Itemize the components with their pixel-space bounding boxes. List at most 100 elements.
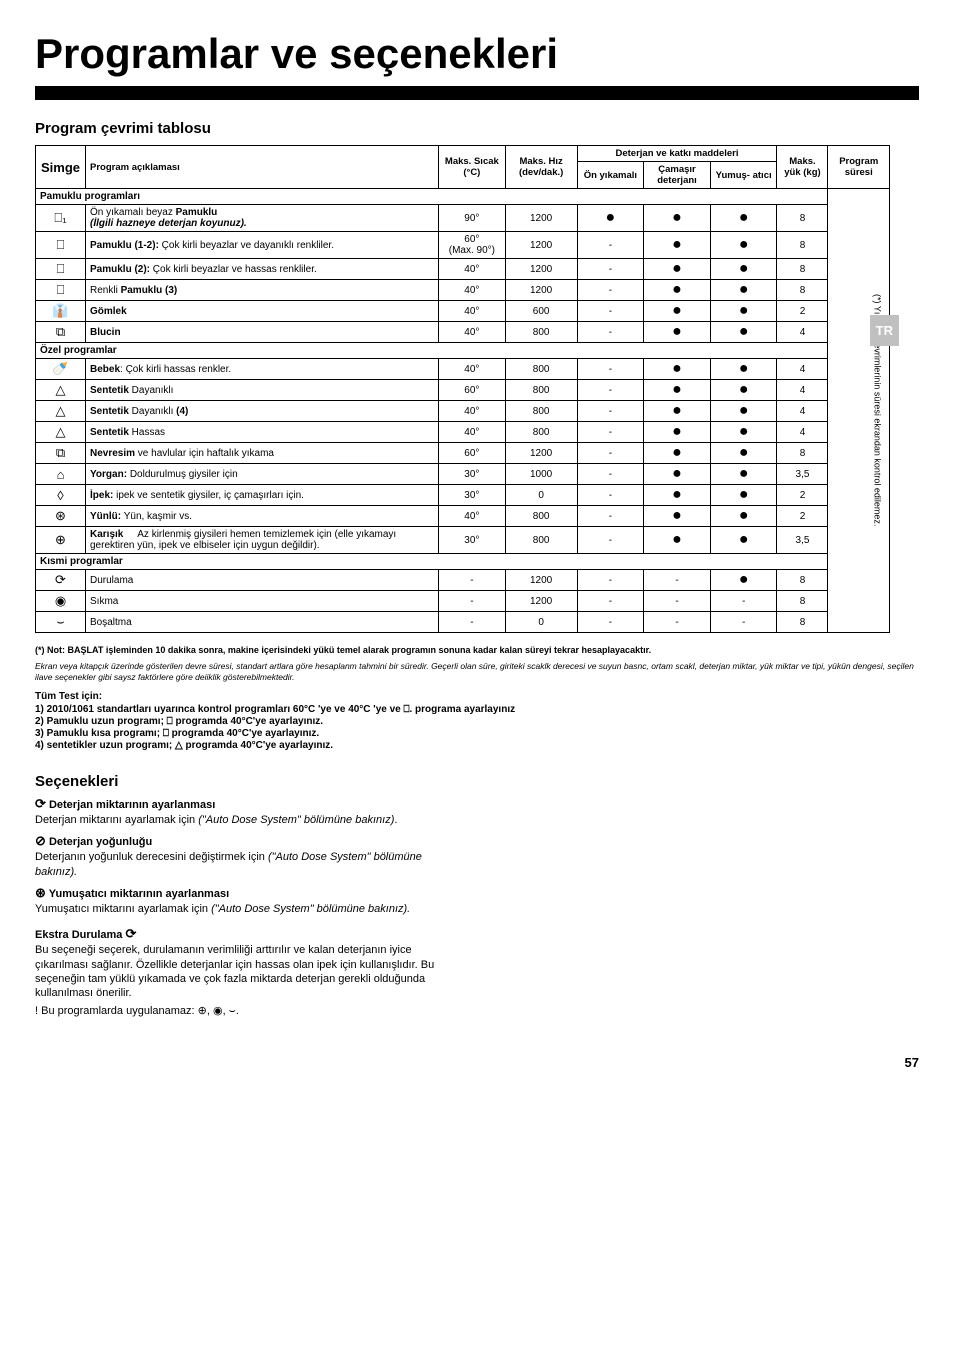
header-prewash: Ön yıkamalı xyxy=(577,162,644,189)
row-speed: 800 xyxy=(505,401,577,422)
row-detergent: ● xyxy=(644,422,711,443)
row-icon: ◉ xyxy=(36,591,86,612)
row-prewash: - xyxy=(577,232,644,259)
row-name: Gömlek xyxy=(86,301,439,322)
row-prewash: - xyxy=(577,422,644,443)
row-prewash: - xyxy=(577,280,644,301)
row-temp: 40° xyxy=(439,301,506,322)
row-name: Ön yıkamalı beyaz Pamuklu(İlgili hazneye… xyxy=(86,205,439,232)
row-load: 8 xyxy=(777,612,828,633)
row-speed: 1200 xyxy=(505,570,577,591)
row-temp: 60°(Max. 90°) xyxy=(439,232,506,259)
row-prewash: - xyxy=(577,527,644,554)
row-speed: 800 xyxy=(505,359,577,380)
row-name: Sıkma xyxy=(86,591,439,612)
row-icon: ◊ xyxy=(36,485,86,506)
test-line-3: 3) Pamuklu kısa programı; ⎕ programda 40… xyxy=(35,728,919,739)
row-icon: 👔 xyxy=(36,301,86,322)
row-icon: ⧉ xyxy=(36,443,86,464)
row-prewash: ● xyxy=(577,205,644,232)
table-container: TR Simge Program açıklaması Maks. Sıcak … xyxy=(35,145,919,633)
row-softener: - xyxy=(710,612,777,633)
test-line-2: 2) Pamuklu uzun programı; ⎕ programda 40… xyxy=(35,716,919,727)
row-icon: ⎕ xyxy=(36,280,86,301)
row-detergent: ● xyxy=(644,205,711,232)
row-load: 8 xyxy=(777,232,828,259)
row-temp: - xyxy=(439,591,506,612)
row-speed: 0 xyxy=(505,612,577,633)
row-name: Pamuklu (1-2): Çok kirli beyazlar ve day… xyxy=(86,232,439,259)
row-detergent: - xyxy=(644,591,711,612)
extra-title: Ekstra Durulama ⟳ xyxy=(35,926,919,942)
row-softener: ● xyxy=(710,359,777,380)
row-temp: 40° xyxy=(439,422,506,443)
row-temp: 90° xyxy=(439,205,506,232)
row-temp: 60° xyxy=(439,380,506,401)
row-temp: 40° xyxy=(439,280,506,301)
row-prewash: - xyxy=(577,570,644,591)
table-body: Pamuklu programları(*) Yıkama çevrimleri… xyxy=(36,189,890,633)
row-softener: ● xyxy=(710,301,777,322)
row-speed: 1200 xyxy=(505,259,577,280)
row-speed: 600 xyxy=(505,301,577,322)
test-line-4: 4) sentetikler uzun programı; △ programd… xyxy=(35,740,919,751)
row-detergent: ● xyxy=(644,401,711,422)
row-detergent: ● xyxy=(644,322,711,343)
row-name: Durulama xyxy=(86,570,439,591)
row-detergent: ● xyxy=(644,301,711,322)
row-prewash: - xyxy=(577,380,644,401)
row-softener: ● xyxy=(710,464,777,485)
header-simge: Simge xyxy=(36,146,86,189)
section-row: Kısmi programlar xyxy=(36,554,828,570)
row-speed: 800 xyxy=(505,380,577,401)
row-detergent: ● xyxy=(644,464,711,485)
row-temp: 30° xyxy=(439,527,506,554)
row-speed: 800 xyxy=(505,527,577,554)
option-title: ⊘ Deterjan yoğunluğu xyxy=(35,833,919,849)
row-name: Karışık Az kirlenmiş giysileri hemen tem… xyxy=(86,527,439,554)
row-prewash: - xyxy=(577,443,644,464)
section-row: Pamuklu programları xyxy=(36,189,828,205)
row-detergent: ● xyxy=(644,506,711,527)
header-detergent: Çamaşır deterjanı xyxy=(644,162,711,189)
row-load: 2 xyxy=(777,506,828,527)
row-prewash: - xyxy=(577,301,644,322)
row-softener: ● xyxy=(710,506,777,527)
row-speed: 800 xyxy=(505,506,577,527)
row-icon: △ xyxy=(36,401,86,422)
row-temp: 30° xyxy=(439,485,506,506)
row-icon: ⧉ xyxy=(36,322,86,343)
row-detergent: ● xyxy=(644,280,711,301)
row-name: Sentetik Dayanıklı (4) xyxy=(86,401,439,422)
section-row: Özel programlar xyxy=(36,343,828,359)
row-load: 2 xyxy=(777,301,828,322)
option-title: ⟳ Deterjan miktarının ayarlanması xyxy=(35,796,919,812)
row-icon: ⊕ xyxy=(36,527,86,554)
row-speed: 1200 xyxy=(505,591,577,612)
row-load: 8 xyxy=(777,591,828,612)
header-program: Program açıklaması xyxy=(86,146,439,189)
row-temp: 40° xyxy=(439,401,506,422)
header-softener: Yumuş- atıcı xyxy=(710,162,777,189)
extra-body: Bu seçeneği seçerek, durulamanın verimli… xyxy=(35,943,465,1000)
header-detergents: Deterjan ve katkı maddeleri xyxy=(577,146,777,162)
small-italic-note: Ekran veya kitapçık üzerinde gösterilen … xyxy=(35,661,919,683)
option-body: Yumuşatıcı miktarını ayarlamak için ("Au… xyxy=(35,902,465,916)
row-temp: 40° xyxy=(439,322,506,343)
row-temp: 60° xyxy=(439,443,506,464)
row-detergent: ● xyxy=(644,443,711,464)
row-softener: ● xyxy=(710,485,777,506)
row-icon: △ xyxy=(36,422,86,443)
row-icon: ⊛ xyxy=(36,506,86,527)
footnote: (*) Not: BAŞLAT işleminden 10 dakika son… xyxy=(35,645,919,655)
row-softener: ● xyxy=(710,380,777,401)
row-softener: ● xyxy=(710,280,777,301)
row-name: Boşaltma xyxy=(86,612,439,633)
row-speed: 800 xyxy=(505,422,577,443)
row-load: 3,5 xyxy=(777,464,828,485)
row-icon: ⌂ xyxy=(36,464,86,485)
row-detergent: - xyxy=(644,612,711,633)
divider-bar xyxy=(35,86,919,100)
row-load: 2 xyxy=(777,485,828,506)
row-icon: ⟳ xyxy=(36,570,86,591)
